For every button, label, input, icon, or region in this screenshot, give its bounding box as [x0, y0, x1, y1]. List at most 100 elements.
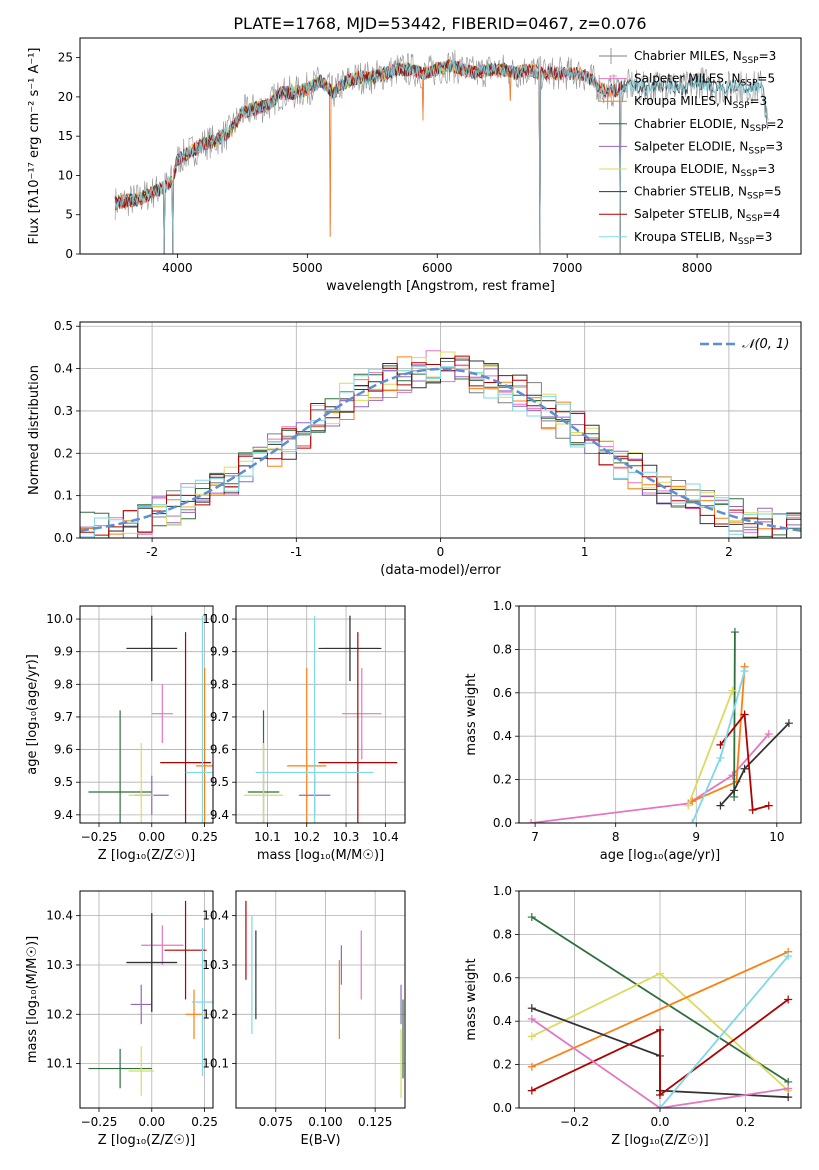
weight-marker — [527, 1032, 536, 1041]
x-tick-label: 10.2 — [293, 830, 320, 844]
legend-label: Chabrier ELODIE, NSSP=2 — [634, 117, 784, 134]
x-tick-label: 10.4 — [372, 830, 399, 844]
panel-ebv-mass: 0.075 0.100 0.125 10.1 10.2 10.3 10.4 E(B-V) — [202, 890, 406, 1148]
weight-marker — [740, 710, 749, 719]
x-tick-label: 0.2 — [736, 1115, 755, 1129]
legend-label: Salpeter STELIB, NSSP=4 — [634, 207, 780, 224]
legend-eq: =3 — [750, 94, 768, 108]
y-tick-label: 9.6 — [210, 743, 229, 757]
y-tick-label: 9.9 — [210, 645, 229, 659]
x-tick-label: 10.1 — [254, 830, 281, 844]
weight-marker — [684, 801, 693, 810]
figure-title: PLATE=1768, MJD=53442, FIBERID=0467, z=0… — [233, 14, 646, 33]
legend-eq: =3 — [757, 162, 775, 176]
y-tick-label: 10 — [58, 168, 73, 182]
panel-z-age: −0.25 0.00 0.25 9.4 9.5 9.6 9.7 9.8 9.9 10.0 Z [lo… — [25, 605, 218, 863]
y-tick-label: 9.5 — [54, 775, 73, 789]
x-tick-label: 8000 — [682, 261, 713, 275]
weight-marker — [656, 1090, 664, 1099]
legend-label: Chabrier STELIB, NSSP=5 — [634, 185, 782, 202]
y-axis-label: mass weight — [464, 958, 479, 1040]
y-tick-label: 1.0 — [493, 599, 512, 613]
weight-line — [719, 722, 790, 807]
y-tick-label: 10.2 — [202, 1007, 229, 1021]
y-tick-label: 0.5 — [54, 319, 73, 333]
y-tick-label: 0.6 — [493, 686, 512, 700]
errorbars — [88, 900, 213, 1096]
x-tick-label: 7 — [531, 830, 539, 844]
y-tick-label: 9.6 — [54, 743, 73, 757]
weight-marker — [728, 771, 737, 780]
y-tick-label: 0.4 — [493, 1014, 512, 1028]
axes-frame — [235, 890, 406, 1109]
y-tick-label: 0.2 — [493, 773, 512, 787]
legend-label: Chabrier MILES, NSSP=3 — [634, 49, 776, 66]
y-tick-label: 0.2 — [493, 1058, 512, 1072]
legend-sub: SSP — [750, 124, 767, 134]
x-tick-label: 0.00 — [138, 830, 165, 844]
panel-residuals: -2 -1 0 1 2 0.0 0.1 0.2 0.3 0.4 0.5 (data-model)/er… — [27, 319, 802, 578]
y-tick-label: 10.3 — [202, 958, 229, 972]
y-tick-label: 0.0 — [493, 1101, 512, 1115]
legend-eq: =3 — [759, 49, 777, 63]
axes-frame — [518, 890, 802, 1109]
y-axis-label: mass weight — [464, 673, 479, 755]
y-tick-label: 9.9 — [54, 645, 73, 659]
y-tick-label: 9.8 — [210, 677, 229, 691]
legend-sub: SSP — [747, 192, 764, 202]
y-axis-label: Normed distribution — [27, 365, 42, 495]
x-tick-label: 0.00 — [138, 1115, 165, 1129]
errorbars — [245, 900, 404, 1099]
x-tick-label: 0.075 — [259, 1115, 293, 1129]
spectrum-line — [114, 59, 769, 254]
x-tick-label: -2 — [146, 545, 158, 559]
spectrum-line — [114, 58, 623, 254]
x-tick-label: 5000 — [292, 261, 323, 275]
y-tick-label: 0.4 — [54, 362, 73, 376]
weight-marker — [764, 801, 773, 810]
weight-marker — [688, 819, 697, 823]
weight-line — [691, 670, 746, 823]
x-axis-label: age [log₁₀(age/yr)] — [600, 848, 721, 863]
weight-lines — [527, 913, 793, 1108]
x-tick-label: −0.2 — [560, 1115, 589, 1129]
x-tick-label: 8 — [612, 830, 620, 844]
spectrum-line — [114, 59, 623, 254]
weight-lines — [527, 628, 793, 823]
normal-curve — [80, 367, 801, 532]
x-axis-label: Z [log₁₀(Z/Z☉)] — [611, 1133, 708, 1148]
y-axis-label: age [log₁₀(age/yr)] — [25, 654, 40, 775]
x-axis-label: wavelength [Angstrom, rest frame] — [326, 279, 555, 294]
weight-line — [719, 712, 770, 812]
weight-line — [659, 955, 789, 1108]
weight-marker — [748, 805, 757, 814]
y-tick-label: 9.4 — [54, 808, 73, 822]
legend-eq: =3 — [755, 230, 773, 244]
axes-frame — [235, 605, 406, 824]
y-tick-label: 9.4 — [210, 808, 229, 822]
weight-marker — [527, 1015, 536, 1024]
y-tick-label: 0.2 — [54, 446, 73, 460]
weight-line — [531, 1018, 789, 1108]
legend-sub: SSP — [748, 146, 765, 156]
y-tick-label: 10.1 — [202, 1057, 229, 1071]
spectrum-lines — [114, 49, 769, 254]
y-tick-label: 10.0 — [202, 612, 229, 626]
weight-marker — [527, 1062, 536, 1071]
y-tick-label: 0.0 — [54, 531, 73, 545]
legend-eq: =2 — [766, 117, 784, 131]
axes-frame — [79, 890, 214, 1109]
x-tick-label: 2 — [725, 545, 733, 559]
x-tick-label: 7000 — [552, 261, 583, 275]
legend-sub: SSP — [746, 214, 763, 224]
panel-age-weight: 7 8 9 10 0.0 0.2 0.4 0.6 0.8 1.0 age [log₁₀(age/yr… — [464, 599, 802, 863]
y-axis-label: Flux [fλ10⁻¹⁷ erg cm⁻² s⁻¹ A⁻¹] — [27, 48, 42, 245]
y-tick-label: 10.0 — [46, 612, 73, 626]
weight-marker — [527, 1086, 536, 1095]
legend: Chabrier MILES, NSSP=3 Salpeter MILES, NS… — [599, 48, 784, 247]
legend-eq: =4 — [763, 207, 781, 221]
y-tick-label: 0.8 — [493, 927, 512, 941]
x-tick-label: 0.100 — [308, 1115, 342, 1129]
y-tick-label: 10.3 — [46, 958, 73, 972]
